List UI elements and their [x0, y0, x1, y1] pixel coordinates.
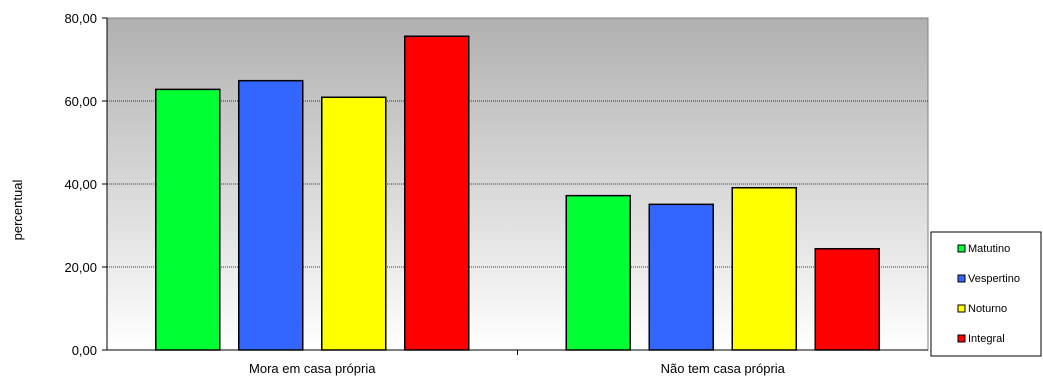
bar-integral-1 [404, 35, 470, 351]
legend-swatch [957, 334, 966, 343]
legend-label: Integral [968, 333, 1005, 345]
bar-matutino-2 [565, 194, 631, 351]
x-category-label: Não tem casa própria [661, 361, 786, 376]
legend-box [930, 231, 1042, 357]
legend-swatch [957, 304, 966, 313]
legend-swatch [957, 274, 966, 283]
bar-vespertino-2 [648, 203, 714, 351]
bar-integral-2 [814, 247, 880, 351]
y-tick-label: 60,00 [64, 94, 97, 109]
legend-label: Matutino [968, 243, 1010, 255]
y-tick-label: 20,00 [64, 260, 97, 275]
legend-label: Vespertino [968, 273, 1020, 285]
bar-noturno-1 [321, 96, 387, 351]
y-tick-label: 0,00 [72, 343, 97, 358]
legend-label: Noturno [968, 303, 1007, 315]
bar-matutino-1 [155, 88, 221, 351]
y-tick-label: 40,00 [64, 177, 97, 192]
y-tick-label: 80,00 [64, 11, 97, 26]
bar-noturno-2 [731, 186, 797, 351]
y-axis-title: percentual [10, 180, 25, 241]
legend: Matutino Vespertino Noturno Integral [930, 231, 1042, 357]
x-category-label: Mora em casa própria [249, 361, 376, 376]
bar-vespertino-1 [238, 79, 304, 351]
legend-swatch [957, 244, 966, 253]
